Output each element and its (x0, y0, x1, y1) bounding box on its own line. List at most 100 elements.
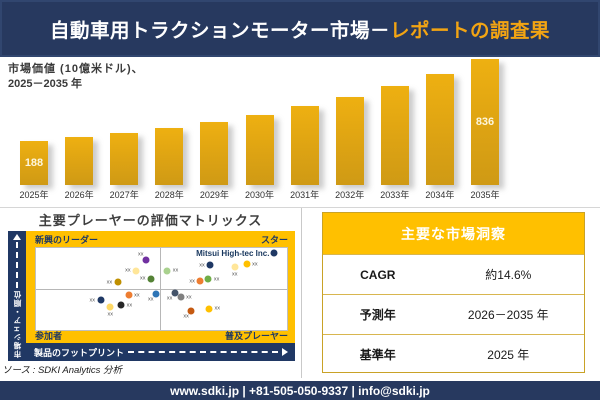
chart-caption-line1: 市場価値 (10億米ドル)、 (8, 63, 144, 75)
scatter-point: xx (205, 305, 220, 313)
y-axis-label: 市場シェア・順位 (12, 290, 22, 358)
page-title-accent: レポートの調査果 (390, 20, 551, 42)
scatter-point: xx (204, 275, 219, 283)
scatter-point-label: xx (214, 305, 220, 312)
x-axis-label: 製品のフットプリント (34, 347, 125, 358)
x-axis-tick-label: 2028年 (154, 190, 184, 200)
bar-2032年 (335, 97, 364, 185)
scatter-point-label: xx (134, 292, 140, 299)
source-note: ソース : SDKI Analytics 分析 (2, 365, 123, 376)
scatter-point-label: xx (186, 294, 192, 301)
y-axis-dashes (16, 242, 18, 288)
bar-2027年 (110, 133, 139, 185)
x-axis-tick-label: 2035年 (470, 190, 500, 200)
quadrant-bottom-labels: 参加者 普及プレーヤー (35, 329, 288, 342)
insights-row-label: 予測年 (359, 308, 396, 322)
scatter-point: xx (125, 267, 140, 275)
quadrant-top-labels: 新興のリーダー スター (35, 233, 288, 246)
insights-row-基準年: 基準年 2025 年 (323, 334, 584, 374)
x-axis-tick-label: 2026年 (64, 190, 94, 200)
chart-baseline (0, 207, 600, 208)
scatter-point: xx (167, 289, 179, 301)
player-matrix-section: 主要プレーヤーの評価マトリックス 市場シェア・順位 新興のリーダー スター Mi… (0, 208, 301, 380)
scatter-point-label: xx (89, 297, 96, 304)
bar-2025年: 188 (20, 141, 48, 185)
highlight-company-label: Mitsui High-tec Inc. (196, 249, 270, 258)
insights-row-予測年: 予測年 2026－2035 年 (323, 294, 584, 334)
x-axis-dashes (128, 351, 278, 353)
quadrant-horizontal-line (36, 289, 287, 290)
scatter-point-label: xx (213, 276, 220, 283)
x-axis-tick-label: 2033年 (380, 190, 410, 200)
scatter-point-label: xx (106, 279, 113, 286)
scatter-point: xx (125, 291, 140, 299)
scatter-point-label: xx (172, 267, 179, 274)
quadrant-label-pervasive-players: 普及プレーヤー (224, 331, 288, 341)
chart-caption-line2: 2025－2035 年 (8, 78, 82, 91)
page-title-main: 自動車用トラクションモーター市場－ (49, 20, 390, 42)
scatter-point: xx (117, 301, 132, 309)
scatter-point: xx (148, 290, 160, 302)
bar-2026年 (65, 137, 94, 185)
scatter-point: xx (138, 251, 150, 264)
insights-rows: CAGR 約14.6% 予測年 2026－2035 年基準年 2025 年 (323, 254, 584, 374)
scatter-point-label: xx (148, 296, 154, 303)
chart-caption: 市場価値 (10億米ドル)、 2025－2035 年 (8, 62, 144, 93)
section-divider (301, 208, 302, 378)
insights-row-CAGR: CAGR 約14.6% (323, 254, 584, 294)
matrix-y-axis: 市場シェア・順位 (8, 231, 26, 361)
scatter-point: xx (177, 293, 192, 301)
quadrant-label-participants: 参加者 (35, 331, 63, 341)
matrix-quadrant-panel: 新興のリーダー スター Mitsui High-tec Inc. xx xx xx x… (26, 231, 295, 343)
insights-row-value: 2026－2035 年 (467, 308, 549, 322)
bar-2034年 (425, 74, 454, 185)
scatter-point: xx (189, 277, 204, 285)
scatter-point-label: xx (126, 302, 133, 309)
bar-2035年: 836 (471, 59, 499, 185)
insights-row-label: 基準年 (359, 348, 396, 362)
footer-contact-bar[interactable]: www.sdki.jp | +81-505-050-9337 | info@sd… (0, 381, 600, 400)
scatter-point: xx (183, 307, 195, 319)
scatter-point: xx (106, 303, 114, 317)
quadrant-label-star: スター (260, 235, 288, 245)
scatter-point-label: xx (232, 271, 238, 278)
quadrant-label-emerging-leaders: 新興のリーダー (35, 235, 99, 245)
x-axis-tick-label: 2034年 (425, 190, 455, 200)
matrix-x-axis: 製品のフットプリント (26, 343, 295, 361)
up-arrow-icon (13, 234, 21, 240)
bar-value-label: 188 (24, 157, 44, 169)
scatter-point-label: xx (125, 267, 131, 274)
title-banner: 自動車用トラクションモーター市場－ レポートの調査果 (0, 0, 600, 57)
scatter-point-label: xx (139, 275, 146, 282)
scatter-point-label: xx (183, 313, 189, 320)
matrix-box: 市場シェア・順位 新興のリーダー スター Mitsui High-tec Inc… (8, 231, 295, 361)
matrix-title: 主要プレーヤーの評価マトリックス (38, 213, 263, 228)
bar-2033年 (380, 86, 409, 185)
scatter-point: xx (243, 260, 258, 268)
x-axis-tick-label: 2032年 (335, 190, 365, 200)
footer-contact-text[interactable]: www.sdki.jp | +81-505-050-9337 | info@sd… (170, 383, 430, 398)
x-axis-tick-label: 2031年 (290, 190, 320, 200)
insights-row-value: 約14.6% (485, 268, 532, 282)
scatter-point-label: xx (138, 251, 144, 258)
scatter-plot: Mitsui High-tec Inc. xx xx xx xx xx xx xx xx xx x… (35, 247, 288, 331)
scatter-point: xx (90, 296, 104, 304)
scatter-point-label: xx (107, 311, 114, 318)
scatter-point-label: xx (199, 262, 205, 269)
scatter-point-label: xx (189, 278, 195, 285)
market-value-bar-chart: 市場価値 (10億米ドル)、 2025－2035 年 188 2025年 2026年… (0, 57, 600, 208)
key-insights-table: 主要な市場洞察 CAGR 約14.6% 予測年 2026－2035 年基準年 2025 … (322, 212, 585, 373)
insights-row-label: CAGR (360, 267, 396, 282)
scatter-point (270, 249, 278, 257)
bar-2029年 (200, 122, 229, 185)
x-axis-tick-label: 2025年 (19, 190, 49, 200)
x-axis-tick-label: 2029年 (199, 190, 229, 200)
insights-row-value: 2025 年 (487, 348, 530, 362)
scatter-point: xx (231, 263, 239, 277)
scatter-point: xx (163, 267, 178, 275)
insights-header: 主要な市場洞察 (323, 213, 584, 254)
scatter-point-label: xx (166, 295, 173, 302)
scatter-point-label: xx (252, 261, 258, 268)
scatter-point: xx (199, 261, 214, 269)
